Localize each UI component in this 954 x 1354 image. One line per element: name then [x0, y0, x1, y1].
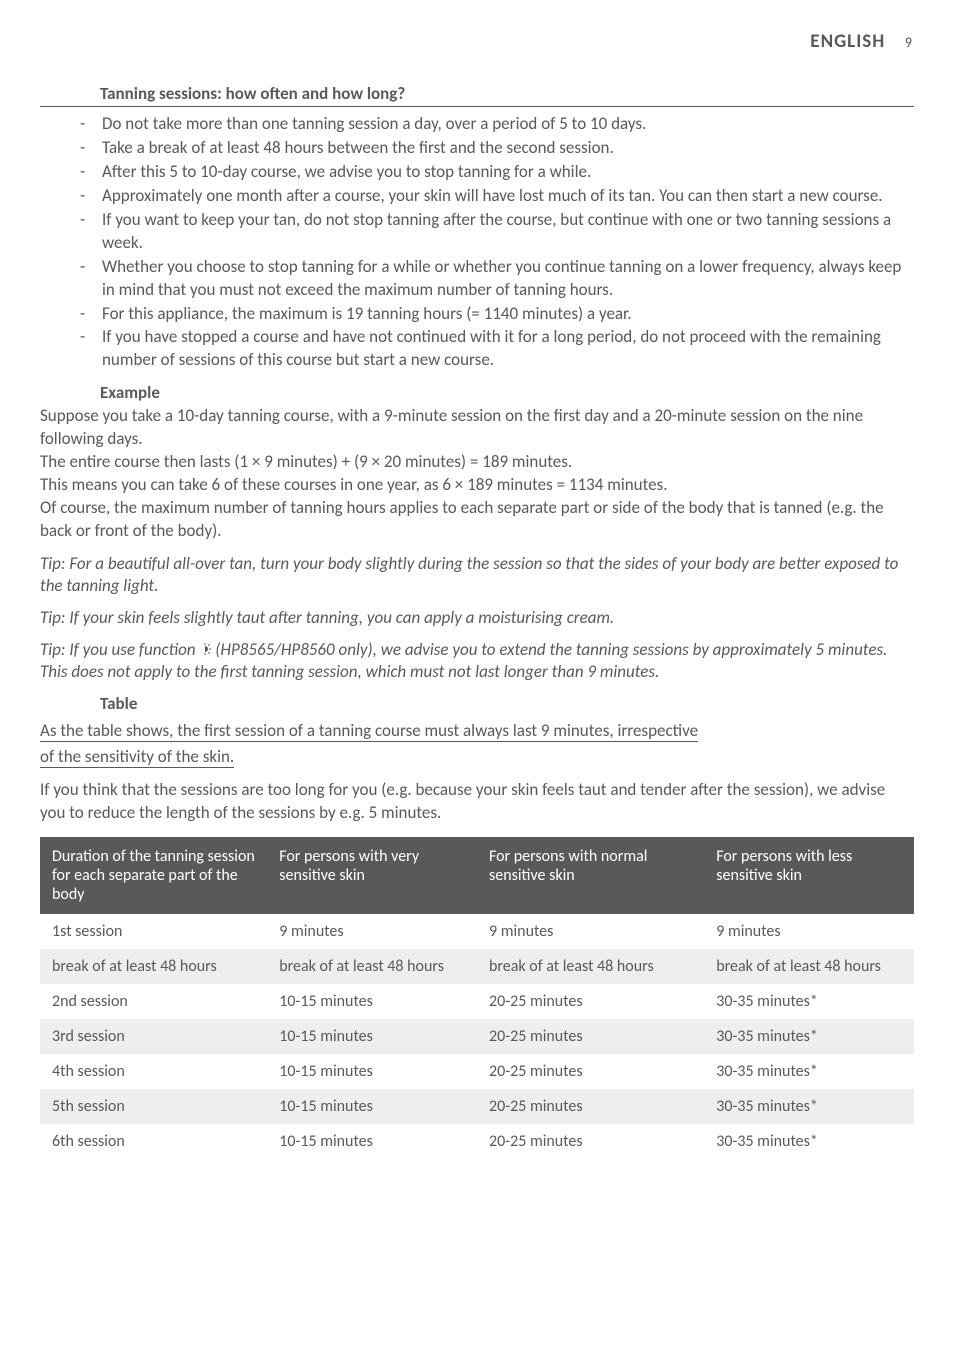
table-cell: 2nd session	[40, 984, 267, 1019]
language-label: ENGLISH	[810, 30, 885, 53]
table-cell: 9 minutes	[267, 914, 477, 949]
table-row: 6th session10-15 minutes20-25 minutes30-…	[40, 1124, 914, 1159]
table-cell: 30-35 minutes*	[704, 984, 914, 1019]
table-cell: break of at least 48 hours	[477, 949, 704, 984]
list-item: For this appliance, the maximum is 19 ta…	[80, 303, 914, 326]
table-row: 4th session10-15 minutes20-25 minutes30-…	[40, 1054, 914, 1089]
page-header: ENGLISH 9	[40, 30, 914, 53]
example-body-line: Of course, the maximum number of tanning…	[40, 497, 914, 543]
page-container: ENGLISH 9 Tanning sessions: how often an…	[0, 0, 954, 1199]
example-body-line: Suppose you take a 10-day tanning course…	[40, 405, 914, 451]
section-heading-main: Tanning sessions: how often and how long…	[40, 83, 914, 107]
table-cell: 10-15 minutes	[267, 1019, 477, 1054]
table-cell: 5th session	[40, 1089, 267, 1124]
table-cell: 4th session	[40, 1054, 267, 1089]
table-cell: 10-15 minutes	[267, 1054, 477, 1089]
table-cell: 20-25 minutes	[477, 1124, 704, 1159]
example-heading: Example	[40, 382, 914, 403]
table-header-row: Duration of the tanning session for each…	[40, 837, 914, 914]
table-body: 1st session9 minutes9 minutes9 minutesbr…	[40, 914, 914, 1159]
table-cell: 30-35 minutes*	[704, 1019, 914, 1054]
table-cell: 9 minutes	[477, 914, 704, 949]
table-cell: 20-25 minutes	[477, 984, 704, 1019]
table-header-cell: Duration of the tanning session for each…	[40, 837, 267, 914]
table-row: 1st session9 minutes9 minutes9 minutes	[40, 914, 914, 949]
table-row: 3rd session10-15 minutes20-25 minutes30-…	[40, 1019, 914, 1054]
table-cell: 20-25 minutes	[477, 1019, 704, 1054]
page-number: 9	[905, 34, 912, 51]
table-cell: 10-15 minutes	[267, 1089, 477, 1124]
underlined-line-1: As the table shows, the first session of…	[40, 720, 698, 742]
list-item: Take a break of at least 48 hours betwee…	[80, 137, 914, 160]
table-cell: 3rd session	[40, 1019, 267, 1054]
tip-text-2: Tip: If your skin feels slightly taut af…	[40, 607, 914, 629]
half-sun-icon	[199, 639, 211, 651]
table-header-cell: For persons with normal sensitive skin	[477, 837, 704, 914]
table-header-cell: For persons with less sensitive skin	[704, 837, 914, 914]
table-cell: 10-15 minutes	[267, 1124, 477, 1159]
tip-text-1: Tip: For a beautiful all-over tan, turn …	[40, 553, 914, 597]
table-cell: 10-15 minutes	[267, 984, 477, 1019]
table-header-cell: For persons with very sensitive skin	[267, 837, 477, 914]
list-item: Whether you choose to stop tanning for a…	[80, 256, 914, 302]
table-cell: 20-25 minutes	[477, 1054, 704, 1089]
table-heading: Table	[40, 693, 914, 714]
table-cell: 30-35 minutes*	[704, 1054, 914, 1089]
table-row: break of at least 48 hoursbreak of at le…	[40, 949, 914, 984]
underlined-line-2: of the sensitivity of the skin.	[40, 746, 234, 768]
tip-text-3: Tip: If you use function (HP8565/HP8560 …	[40, 639, 914, 683]
underlined-note: As the table shows, the first session of…	[40, 718, 914, 769]
tip3-before: Tip: If you use function	[40, 639, 199, 660]
sessions-table: Duration of the tanning session for each…	[40, 837, 914, 1159]
table-cell: break of at least 48 hours	[40, 949, 267, 984]
list-item: If you want to keep your tan, do not sto…	[80, 209, 914, 255]
list-item: Approximately one month after a course, …	[80, 185, 914, 208]
bullet-list: Do not take more than one tanning sessio…	[40, 113, 914, 372]
post-note: If you think that the sessions are too l…	[40, 779, 914, 825]
table-cell: break of at least 48 hours	[704, 949, 914, 984]
table-cell: 30-35 minutes*	[704, 1089, 914, 1124]
table-cell: 9 minutes	[704, 914, 914, 949]
table-cell: break of at least 48 hours	[267, 949, 477, 984]
example-body-line: The entire course then lasts (1 × 9 minu…	[40, 451, 914, 474]
list-item: If you have stopped a course and have no…	[80, 326, 914, 372]
table-cell: 20-25 minutes	[477, 1089, 704, 1124]
list-item: Do not take more than one tanning sessio…	[80, 113, 914, 136]
table-row: 2nd session10-15 minutes20-25 minutes30-…	[40, 984, 914, 1019]
list-item: After this 5 to 10-day course, we advise…	[80, 161, 914, 184]
table-cell: 30-35 minutes*	[704, 1124, 914, 1159]
table-cell: 6th session	[40, 1124, 267, 1159]
example-body-line: This means you can take 6 of these cours…	[40, 474, 914, 497]
table-row: 5th session10-15 minutes20-25 minutes30-…	[40, 1089, 914, 1124]
table-cell: 1st session	[40, 914, 267, 949]
